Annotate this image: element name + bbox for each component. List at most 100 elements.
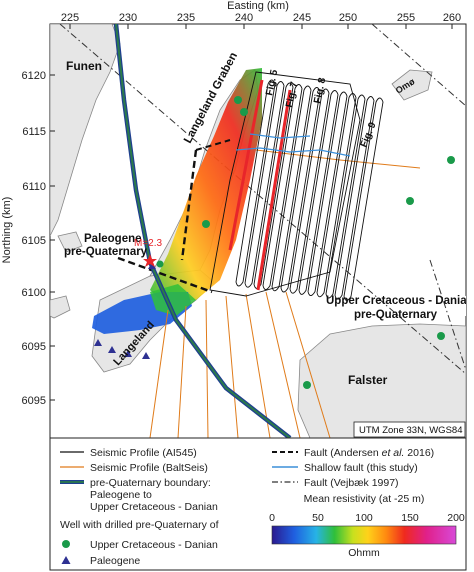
wells-upper-cretaceous [156, 96, 455, 389]
colorbar-tick-label: 150 [401, 512, 419, 524]
fault-andersen-2 [180, 149, 198, 261]
fault-vejbaek-3 [429, 259, 466, 371]
well-paleogene [148, 262, 156, 269]
legend-well-uc-text: Upper Cretaceous - Danian [90, 539, 218, 551]
y-tick-label: 6105 [22, 235, 46, 247]
seismic-al545-group [209, 71, 384, 301]
y-tick-label: 6115 [22, 126, 46, 138]
x-tick-label: 235 [177, 12, 195, 24]
legend-andersen-post: 2016) [404, 447, 434, 459]
colorbar-unit: Ohmm [348, 547, 380, 559]
legend-well-title: Well with drilled pre-Quaternary of [60, 519, 219, 531]
small-island-1 [57, 231, 83, 253]
colorbar-tick-label: 100 [355, 512, 373, 524]
well-uc [447, 156, 455, 164]
label-fig5: Fig. 5 [264, 68, 280, 96]
y-axis-ticks: 6120 6115 6110 6105 6100 6095 6095 [22, 70, 55, 407]
y-axis-title: Northing (km) [1, 197, 13, 264]
label-upper-cretaceous: Upper Cretaceous - Danian pre-Quaternary [326, 295, 474, 321]
well-paleogene [94, 339, 102, 346]
colorbar-tick-label: 0 [269, 512, 275, 524]
y-tick-label: 6110 [22, 181, 46, 193]
x-tick-label: 260 [443, 12, 461, 24]
utm-label: UTM Zone 33N, WGS84 [359, 425, 462, 436]
colorbar [271, 525, 457, 545]
seismic-al545-profile [262, 84, 303, 291]
legend-well-paleogene-icon [61, 556, 71, 564]
wells-paleogene [94, 262, 156, 359]
seismic-al545-profile [307, 91, 348, 297]
red-profile-2 [256, 89, 292, 291]
seismic-al545-outline [209, 71, 361, 297]
y-tick-label: 6120 [22, 70, 46, 82]
utm-box [353, 421, 466, 438]
legend-andersen-italic: et al. [382, 447, 405, 459]
fault-vejbaek-1 [59, 24, 466, 375]
omo-land [391, 69, 433, 101]
legend-well-paleogene-text: Paleogene [90, 555, 140, 567]
x-tick-label: 250 [339, 12, 357, 24]
legend-andersen-text: Fault (Andersen et al. 2016) [304, 447, 434, 459]
x-tick-label: 245 [293, 12, 311, 24]
well-uc [240, 108, 248, 116]
colorbar-ticks: 0 50 100 150 200 [269, 512, 465, 524]
colorbar-tick-label: 200 [447, 512, 465, 524]
shallow-fault-1 [235, 147, 351, 157]
seismic-al545-profile [235, 79, 276, 287]
legend-boundary-text-2: Paleogene to [90, 489, 152, 501]
legend-vejbaek-text: Fault (Vejbæk 1997) [304, 477, 399, 489]
seismic-al545-profile [289, 88, 330, 294]
well-uc [406, 197, 414, 205]
well-uc [303, 381, 311, 389]
label-magnitude: M=2.3 [134, 238, 163, 249]
well-paleogene [108, 346, 116, 353]
label-fig7: Fig. 7 [284, 80, 300, 108]
x-tick-label: 225 [61, 12, 79, 24]
paleogene-line-2: pre-Quaternary [64, 246, 148, 258]
label-paleogene: Paleogene pre-Quaternary [64, 233, 148, 258]
well-uc [437, 332, 445, 340]
paleogene-line-1: Paleogene [84, 233, 142, 245]
x-tick-label: 255 [397, 12, 415, 24]
label-falster: Falster [348, 373, 388, 387]
seismic-al545-profile [316, 93, 357, 298]
seismic-al545-profile [253, 82, 294, 289]
y-tick-label: 6095 [22, 341, 46, 353]
legend-al545-text: Seismic Profile (AI545) [90, 447, 197, 459]
seismic-al545-profile [334, 96, 375, 300]
x-axis-title: Easting (km) [227, 0, 289, 12]
legend-boundary-text-3: Upper Cretaceous - Danian [90, 501, 218, 513]
well-paleogene [124, 350, 132, 357]
resistivity-graben [150, 68, 262, 300]
seismic-al545-profile [280, 87, 321, 293]
lolland-land [360, 290, 466, 316]
earthquake-star-icon [143, 254, 157, 267]
well-uc [156, 260, 164, 268]
red-profile-1 [228, 79, 264, 251]
x-axis-ticks: 225 230 235 240 245 250 255 260 [61, 12, 461, 29]
legend-andersen-pre: Fault (Andersen [304, 447, 382, 459]
colorbar-tick-label: 50 [312, 512, 324, 524]
falster-land [297, 323, 466, 438]
legend-well-uc-icon [62, 540, 70, 548]
legend-frame [49, 437, 467, 571]
legend-baltseis-text: Seismic Profile (BaltSeis) [90, 462, 208, 474]
x-tick-label: 240 [235, 12, 253, 24]
seismic-al545-profile [244, 81, 285, 288]
colorbar-title: Mean resistivity (at -25 m) [304, 493, 425, 505]
y-tick-label: 6100 [22, 287, 46, 299]
label-fig8: Fig. 8 [312, 76, 328, 104]
well-paleogene [142, 352, 150, 359]
small-island-2 [50, 295, 71, 319]
shallow-fault-2 [249, 133, 311, 139]
upper-cretaceous-line-1: Upper Cretaceous - Danian [326, 295, 474, 307]
well-uc [202, 220, 210, 228]
legend-boundary-text-1: pre-Quaternary boundary: [90, 477, 211, 489]
y-tick-label: 6095 [22, 395, 46, 407]
x-tick-label: 230 [119, 12, 137, 24]
fault-andersen-1 [117, 256, 213, 294]
label-funen: Funen [66, 59, 102, 73]
seismic-al545-profile [298, 90, 339, 295]
seismic-al545-profile [343, 97, 384, 301]
